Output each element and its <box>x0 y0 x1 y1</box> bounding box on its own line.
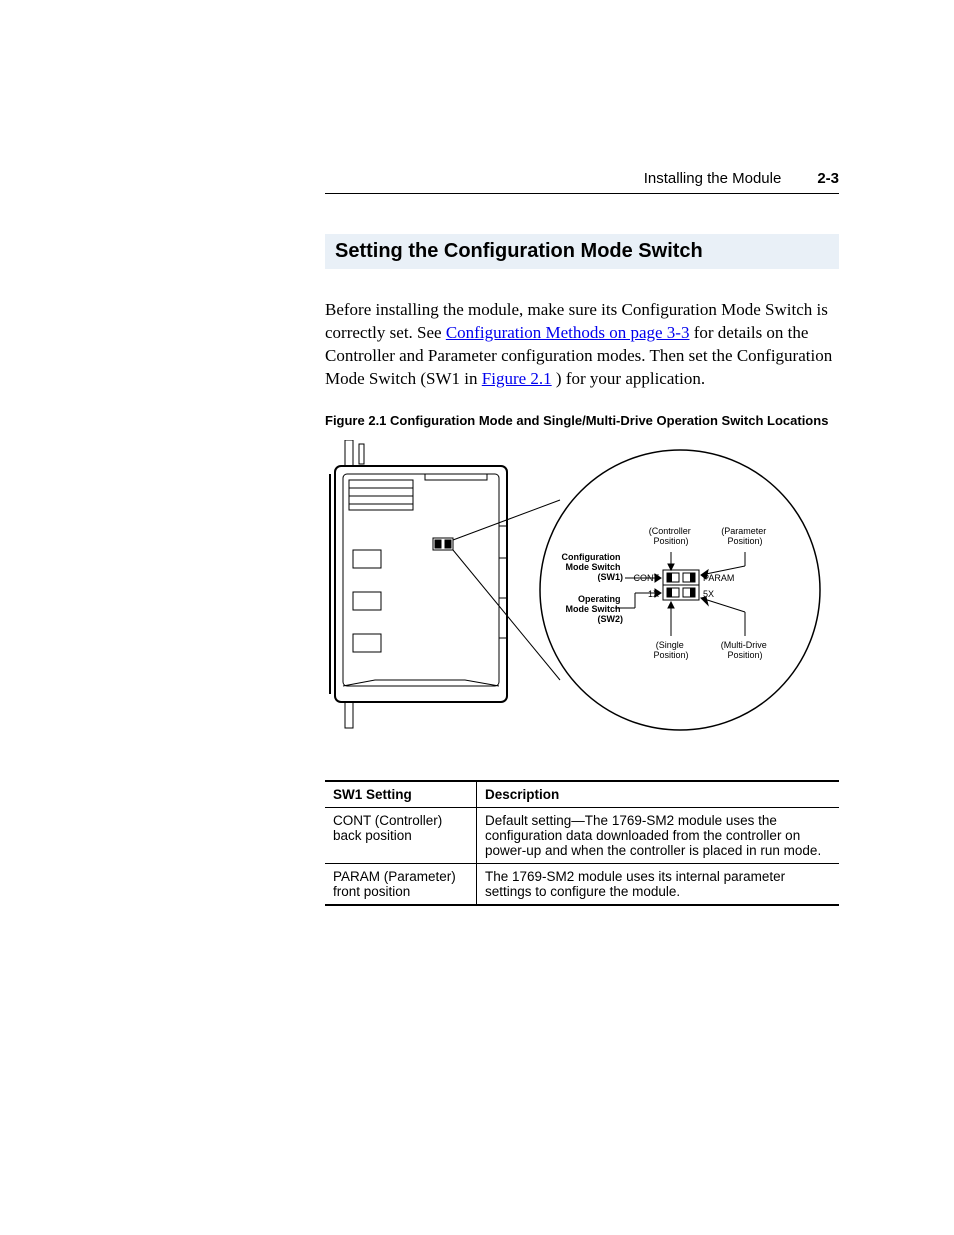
intro-paragraph: Before installing the module, make sure … <box>325 299 839 391</box>
label-cfg-switch-line2: Mode Switch <box>565 562 620 572</box>
label-cont: CONT <box>634 573 660 583</box>
section-heading: Setting the Configuration Mode Switch <box>335 240 829 263</box>
label-op-switch-line1: Operating <box>578 594 621 604</box>
svg-text:(Single Position): (Single Position) <box>653 640 688 660</box>
label-op-switch-line3: (SW2) <box>598 614 624 624</box>
running-header: Installing the Module 2-3 <box>325 170 839 194</box>
link-figure-2-1[interactable]: Figure 2.1 <box>482 369 552 388</box>
table-row: PARAM (Parameter) front position The 176… <box>325 863 839 905</box>
figure-caption: Figure 2.1 Configuration Mode and Single… <box>325 413 839 428</box>
svg-text:(Multi-Drive Posit: (Multi-Drive Position) <box>721 640 770 660</box>
label-parameter-pos-2: Position) <box>727 536 762 546</box>
label-controller-pos-1: (Controller <box>649 526 691 536</box>
figure-2-1: Configuration Mode Switch (SW1) Operatin… <box>325 440 839 740</box>
header-section-name: Installing the Module <box>644 170 782 187</box>
page: Installing the Module 2-3 Setting the Co… <box>0 0 954 966</box>
label-parameter-pos-1: (Parameter <box>721 526 766 536</box>
label-single-pos-2: Position) <box>653 650 688 660</box>
cell-setting: CONT (Controller) back position <box>325 807 477 863</box>
col-sw1-setting: SW1 Setting <box>325 781 477 808</box>
switch-location-diagram: Configuration Mode Switch (SW1) Operatin… <box>325 440 825 740</box>
cell-setting: PARAM (Parameter) front position <box>325 863 477 905</box>
sw1-settings-table: SW1 Setting Description CONT (Controller… <box>325 780 839 906</box>
label-multi-pos-2: Position) <box>727 650 762 660</box>
table-header-row: SW1 Setting Description <box>325 781 839 808</box>
label-multi-pos-1: (Multi-Drive <box>721 640 767 650</box>
label-param: PARAM <box>703 573 734 583</box>
label-single-pos-1: (Single <box>656 640 684 650</box>
label-cfg-switch-line1: Configuration <box>561 552 620 562</box>
cell-description: Default setting—The 1769-SM2 module uses… <box>477 807 840 863</box>
header-page-number: 2-3 <box>817 170 839 187</box>
cell-description: The 1769-SM2 module uses its internal pa… <box>477 863 840 905</box>
paragraph-text: ) for your application. <box>556 369 705 388</box>
table-row: CONT (Controller) back position Default … <box>325 807 839 863</box>
label-op-switch-line2: Mode Switch <box>565 604 620 614</box>
label-cfg-switch-line3: (SW1) <box>598 572 624 582</box>
heading-band: Setting the Configuration Mode Switch <box>325 234 839 269</box>
link-configuration-methods[interactable]: Configuration Methods on page 3-3 <box>446 323 690 342</box>
col-description: Description <box>477 781 840 808</box>
svg-text:(Parameter Positio: (Parameter Position) <box>721 526 769 546</box>
label-1x: 1X <box>648 589 659 599</box>
content-column: Setting the Configuration Mode Switch Be… <box>325 234 839 906</box>
label-5x: 5X <box>703 589 714 599</box>
svg-text:(Controller Positi: (Controller Position) <box>649 526 694 546</box>
label-controller-pos-2: Position) <box>653 536 688 546</box>
